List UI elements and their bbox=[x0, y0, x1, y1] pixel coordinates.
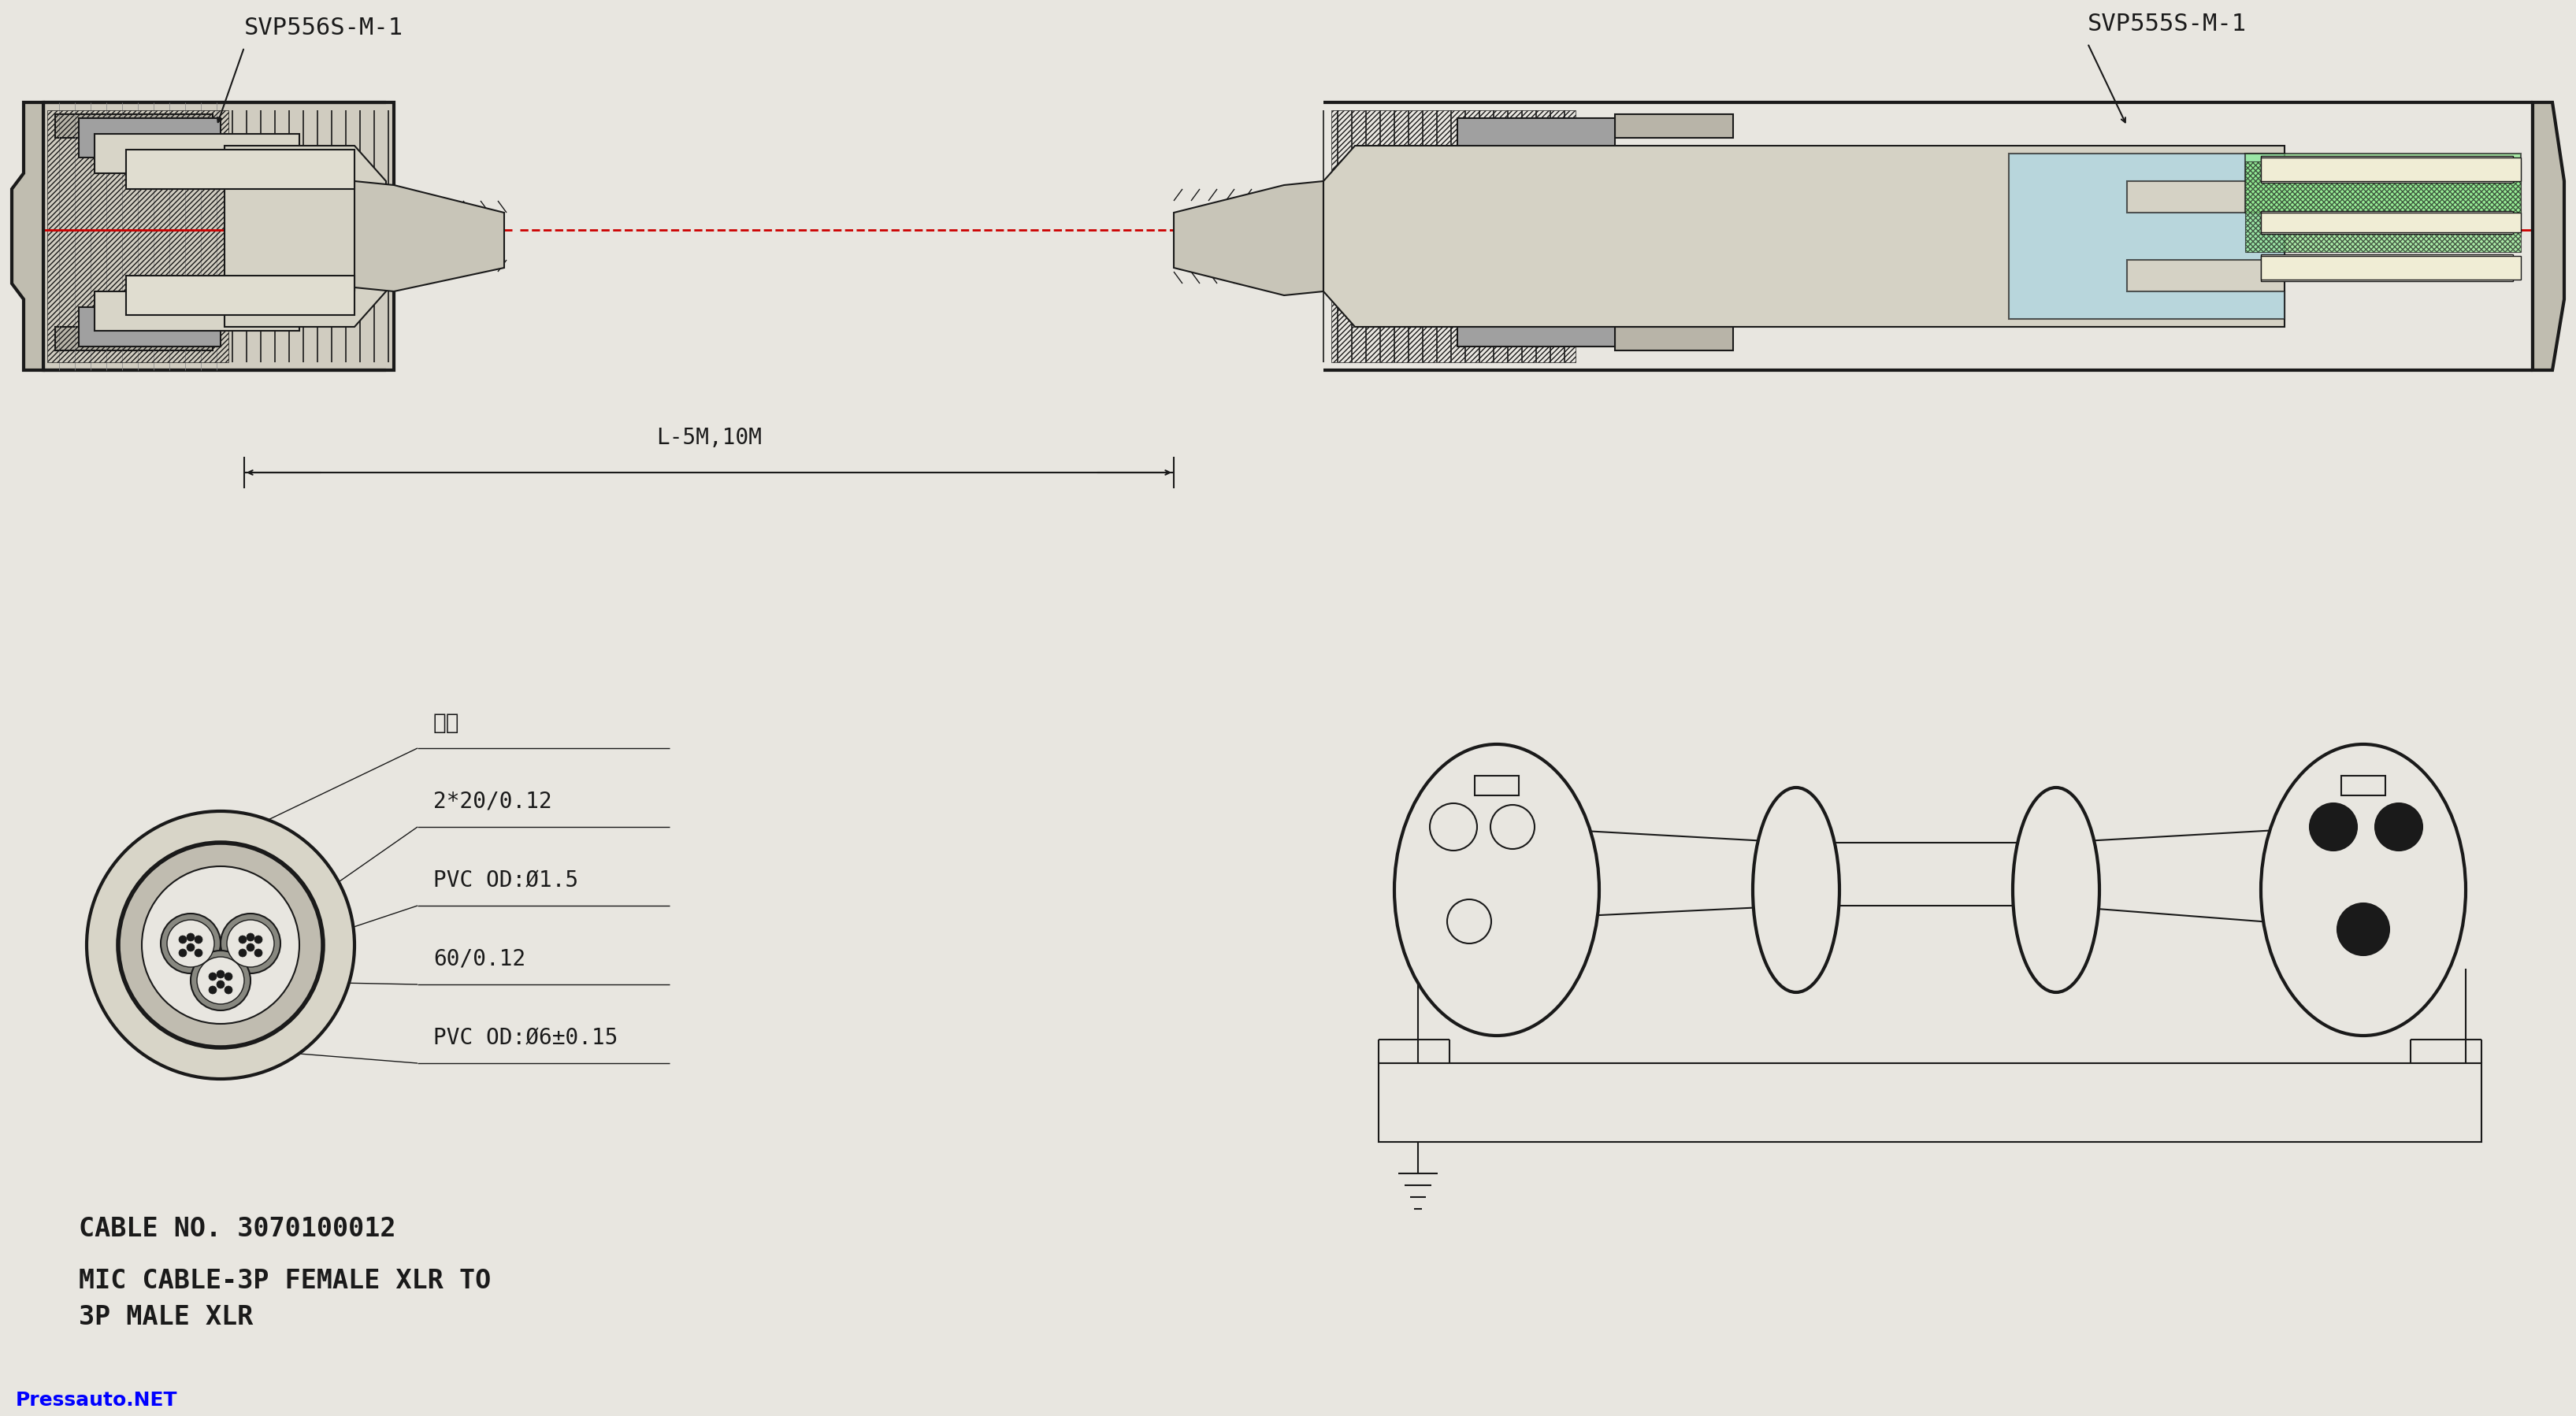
Circle shape bbox=[240, 949, 247, 957]
Circle shape bbox=[191, 950, 250, 1011]
Circle shape bbox=[222, 913, 281, 973]
Text: PVC OD:Ø6±0.15: PVC OD:Ø6±0.15 bbox=[433, 1027, 618, 1049]
Circle shape bbox=[178, 949, 185, 957]
Circle shape bbox=[1430, 803, 1476, 851]
Bar bbox=[2262, 256, 2522, 279]
Bar bbox=[54, 115, 214, 137]
Circle shape bbox=[255, 949, 263, 957]
Circle shape bbox=[240, 936, 247, 943]
Ellipse shape bbox=[2012, 787, 2099, 993]
Polygon shape bbox=[355, 181, 505, 292]
Circle shape bbox=[178, 936, 185, 943]
Polygon shape bbox=[224, 146, 386, 327]
Bar bbox=[2262, 211, 2514, 234]
Circle shape bbox=[247, 943, 255, 952]
Circle shape bbox=[1492, 804, 1535, 850]
Circle shape bbox=[2375, 803, 2421, 851]
Bar bbox=[126, 276, 355, 314]
Bar bbox=[80, 118, 222, 157]
Ellipse shape bbox=[1752, 787, 1839, 993]
Circle shape bbox=[185, 943, 196, 952]
Bar bbox=[1615, 327, 1734, 350]
Bar bbox=[1458, 118, 1615, 157]
Text: SVP555S-M-1: SVP555S-M-1 bbox=[2087, 13, 2246, 35]
Circle shape bbox=[2311, 803, 2357, 851]
Text: MIC CABLE-3P FEMALE XLR TO
3P MALE XLR: MIC CABLE-3P FEMALE XLR TO 3P MALE XLR bbox=[80, 1269, 492, 1331]
Bar bbox=[2262, 255, 2514, 282]
Text: 3: 3 bbox=[1492, 913, 1502, 929]
Circle shape bbox=[185, 933, 196, 942]
Circle shape bbox=[167, 920, 214, 967]
Polygon shape bbox=[2246, 153, 2522, 212]
Circle shape bbox=[216, 980, 224, 988]
Text: PVC OD:Ø1.5: PVC OD:Ø1.5 bbox=[433, 869, 580, 892]
Bar bbox=[95, 135, 299, 173]
Circle shape bbox=[88, 811, 355, 1079]
Bar bbox=[2342, 776, 2385, 796]
Bar bbox=[44, 102, 394, 370]
Polygon shape bbox=[2009, 153, 2285, 319]
Circle shape bbox=[142, 867, 299, 1024]
Circle shape bbox=[196, 949, 204, 957]
Polygon shape bbox=[2532, 102, 2563, 370]
Polygon shape bbox=[1324, 146, 2285, 327]
Circle shape bbox=[224, 986, 232, 994]
Polygon shape bbox=[13, 102, 44, 370]
Bar bbox=[2262, 157, 2522, 181]
Circle shape bbox=[2336, 903, 2391, 956]
Bar bbox=[2262, 156, 2514, 183]
Circle shape bbox=[227, 920, 273, 967]
Bar bbox=[1473, 776, 1520, 796]
Bar bbox=[1615, 115, 1734, 137]
Bar bbox=[80, 307, 222, 347]
Bar bbox=[54, 327, 214, 350]
Ellipse shape bbox=[2262, 745, 2465, 1035]
Bar bbox=[1378, 1063, 2481, 1141]
Circle shape bbox=[255, 936, 263, 943]
Circle shape bbox=[209, 986, 216, 994]
Text: 2: 2 bbox=[1535, 823, 1546, 838]
Text: SVP556S-M-1: SVP556S-M-1 bbox=[245, 17, 404, 40]
Bar bbox=[1458, 307, 1615, 347]
Text: 3: 3 bbox=[2393, 926, 2403, 942]
Text: L-5M,10M: L-5M,10M bbox=[657, 426, 762, 449]
Text: 1: 1 bbox=[2424, 823, 2437, 838]
Text: 2: 2 bbox=[2298, 823, 2311, 838]
Circle shape bbox=[247, 933, 255, 942]
Circle shape bbox=[160, 913, 222, 973]
Bar bbox=[2262, 212, 2522, 232]
Text: 2*20/0.12: 2*20/0.12 bbox=[433, 790, 551, 813]
Text: 1: 1 bbox=[1419, 823, 1432, 838]
Text: CABLE NO. 3070100012: CABLE NO. 3070100012 bbox=[80, 1215, 397, 1242]
Text: Pressauto.NET: Pressauto.NET bbox=[15, 1391, 178, 1410]
Circle shape bbox=[118, 843, 322, 1048]
Circle shape bbox=[1448, 899, 1492, 943]
Bar bbox=[46, 110, 229, 362]
Bar bbox=[23, 188, 44, 283]
Circle shape bbox=[209, 973, 216, 980]
Text: 60/0.12: 60/0.12 bbox=[433, 949, 526, 970]
Text: 棉线: 棉线 bbox=[433, 712, 459, 733]
Bar bbox=[2246, 161, 2522, 252]
Bar bbox=[126, 150, 355, 188]
Bar bbox=[1332, 110, 1577, 362]
Circle shape bbox=[216, 970, 224, 978]
Circle shape bbox=[196, 957, 245, 1004]
Circle shape bbox=[224, 973, 232, 980]
Circle shape bbox=[196, 936, 204, 943]
Ellipse shape bbox=[1394, 745, 1600, 1035]
Bar bbox=[95, 292, 299, 331]
Polygon shape bbox=[1175, 181, 1324, 296]
